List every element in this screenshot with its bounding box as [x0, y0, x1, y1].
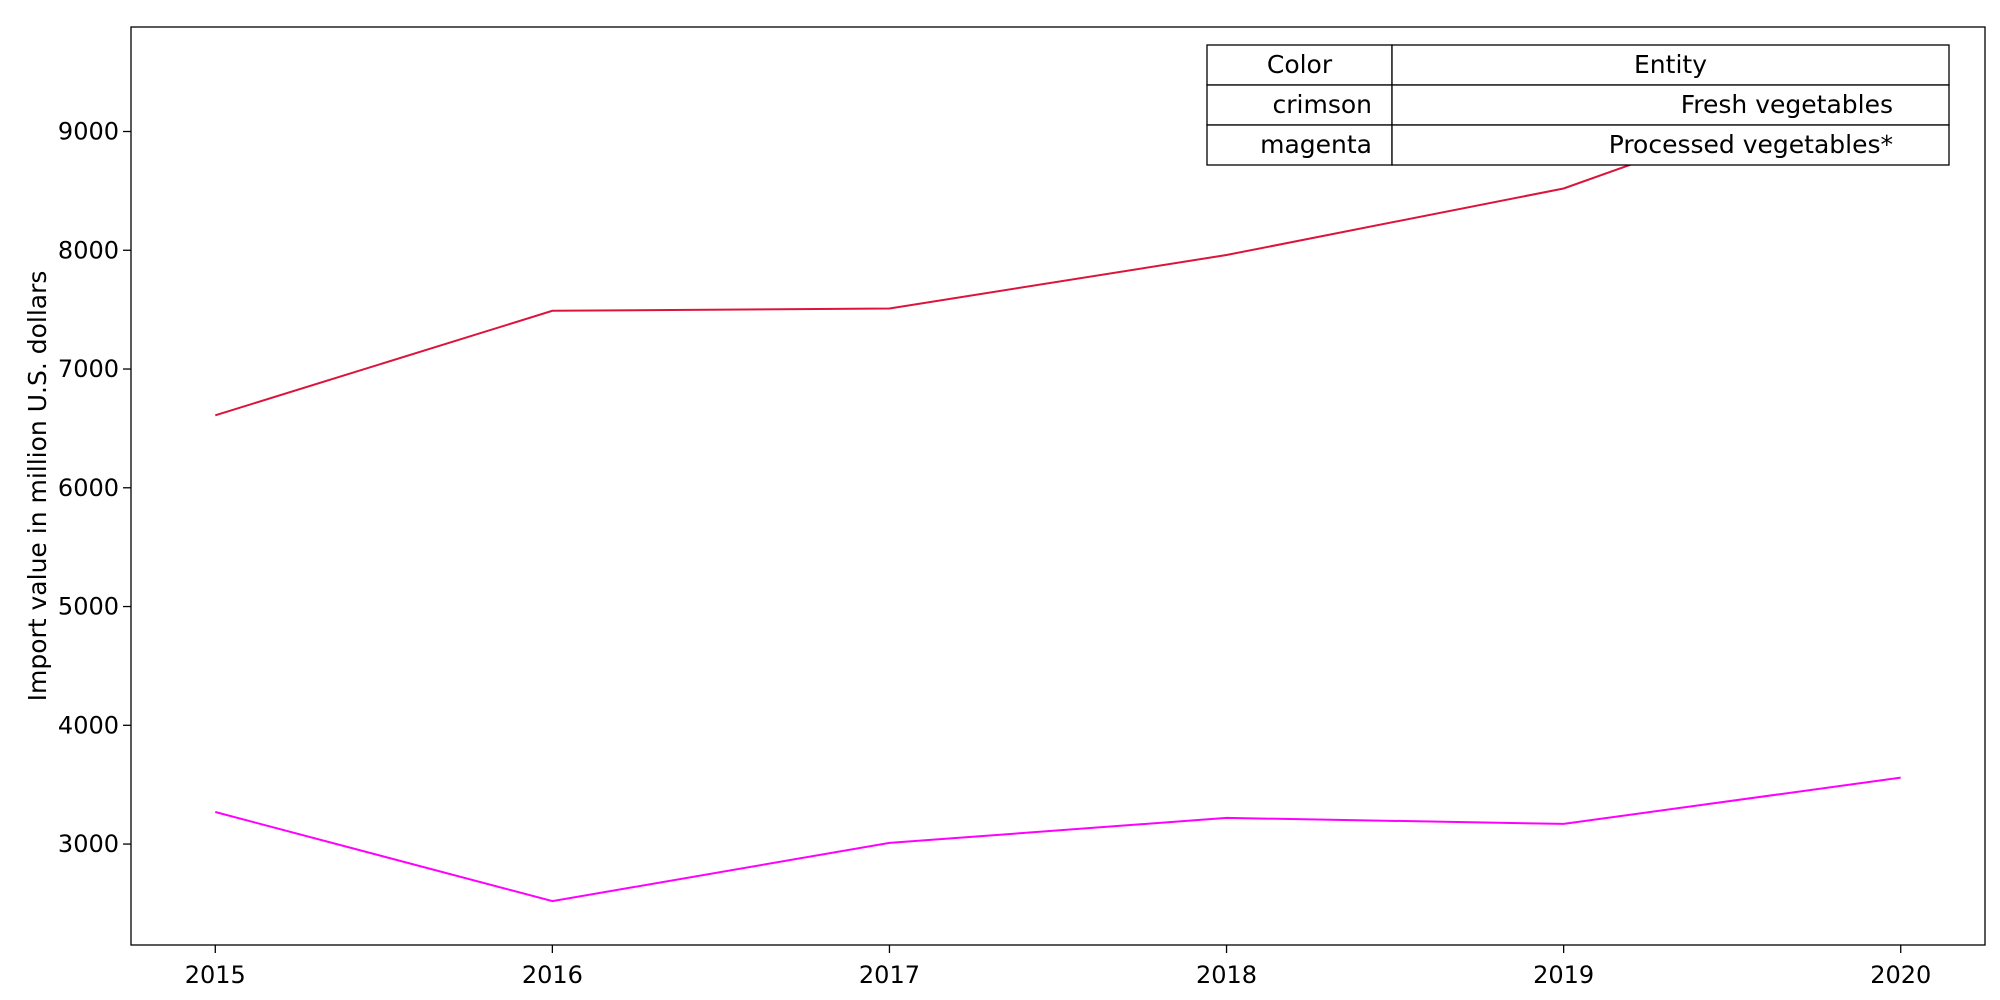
y-tick-label: 3000: [58, 830, 119, 858]
y-tick-label: 4000: [58, 711, 119, 739]
y-tick-label: 7000: [58, 355, 119, 383]
x-tick-label: 2020: [1870, 961, 1931, 989]
y-axis-label: Import value in million U.S. dollars: [23, 271, 52, 702]
legend-color-name: crimson: [1273, 90, 1373, 119]
legend-row-entity-cell: [1391, 124, 1950, 166]
series-line-fresh-vegetables: [215, 67, 1902, 417]
x-tick-label: 2019: [1533, 961, 1594, 989]
x-tick-label: 2016: [522, 961, 583, 989]
legend-color-name: magenta: [1260, 130, 1372, 159]
x-tick-label: 2018: [1196, 961, 1257, 989]
legend-header-row-color-cell: [1206, 44, 1393, 86]
x-tick-label: 2015: [185, 961, 246, 989]
y-tick-label: 8000: [58, 236, 119, 264]
legend-entity-name: Processed vegetables*: [1609, 130, 1893, 159]
legend-header-color: Color: [1267, 50, 1333, 79]
y-tick-label: 5000: [58, 593, 119, 621]
legend-row-color-cell: [1206, 84, 1393, 126]
legend-row-color-cell: [1206, 124, 1393, 166]
y-axis: 3000 4000 5000 6000 7000 8000 9000: [58, 118, 131, 858]
legend-header-row-entity-cell: [1391, 44, 1950, 86]
series-layer: [215, 67, 1902, 903]
y-tick-label: 6000: [58, 474, 119, 502]
series-line-processed-vegetables: [215, 776, 1901, 903]
x-axis: 2015 2016 2017 2018 2019 2020: [185, 945, 1931, 989]
legend-row-entity-cell: [1391, 84, 1950, 126]
legend-entity-name: Fresh vegetables: [1681, 90, 1893, 119]
legend-header-entity: Entity: [1634, 50, 1707, 79]
legend-table: Color Entity crimson Fresh vegetables magent…: [1206, 44, 1950, 166]
plot-area: [130, 26, 1986, 946]
x-tick-label: 2017: [859, 961, 920, 989]
y-tick-label: 9000: [58, 118, 119, 146]
